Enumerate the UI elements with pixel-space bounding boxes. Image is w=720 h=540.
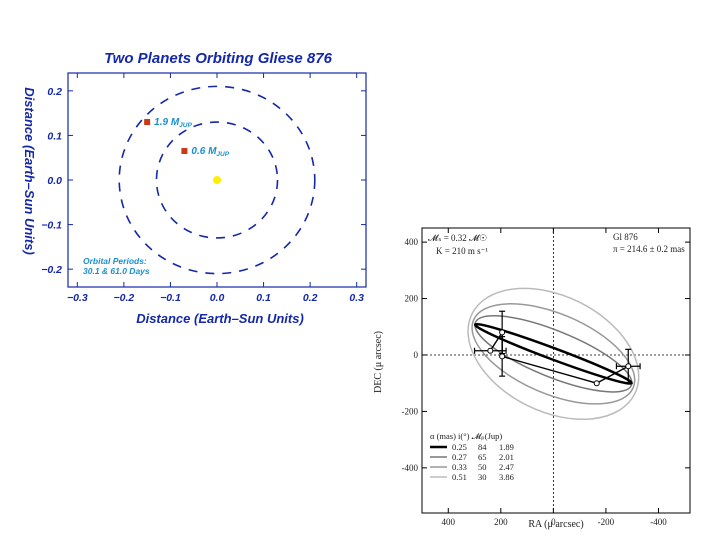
planet-mass-subscript: JUP bbox=[179, 122, 192, 129]
left-chart-title: Two Planets Orbiting Gliese 876 bbox=[104, 50, 332, 67]
data-point bbox=[593, 380, 600, 387]
orbit-inner bbox=[155, 121, 279, 239]
header-stellar-mass: 𝓜ₛ = 0.32 𝓜☉ bbox=[428, 233, 487, 243]
orbit-ellipse-i65 bbox=[474, 314, 633, 393]
right-data-points-group bbox=[473, 310, 641, 387]
planet-point bbox=[144, 119, 151, 126]
right-y-axis-label: DEC (μ arcsec) bbox=[373, 331, 384, 393]
left-y-tick-label: −0.2 bbox=[41, 264, 62, 276]
orbital-periods-note-line-2: 30.1 & 61.0 Days bbox=[83, 266, 150, 276]
planet-point bbox=[181, 148, 188, 155]
left-x-tick-label: 0.1 bbox=[256, 292, 271, 304]
legend-alpha: 0.51 bbox=[452, 472, 467, 482]
right-x-tick-label: 400 bbox=[442, 517, 456, 527]
left-y-tick-label: 0.1 bbox=[47, 130, 62, 142]
right-ticks-group: 400 200 0 -200 -400 400 200 0 -200 -400 bbox=[402, 228, 690, 527]
right-legend: 0.25 84 1.89 0.27 65 2.01 0.33 50 2.47 0.51 30 3.86 bbox=[430, 442, 514, 482]
legend-mass: 2.47 bbox=[499, 462, 514, 472]
legend-mass: 3.86 bbox=[499, 472, 514, 482]
right-plot-frame bbox=[421, 227, 691, 514]
right-x-tick-label: 200 bbox=[494, 517, 508, 527]
legend-inclination: 30 bbox=[478, 472, 487, 482]
star-point bbox=[213, 176, 221, 184]
right-y-tick-label: 0 bbox=[414, 350, 419, 360]
planet-mass-subscript: JUP bbox=[216, 151, 229, 158]
legend-inclination: 84 bbox=[478, 442, 487, 452]
orbit-outer bbox=[118, 85, 316, 275]
planet-mass-label: 1.9 MJUP bbox=[154, 117, 192, 129]
left-x-axis-label: Distance (Earth–Sun Units) bbox=[136, 311, 304, 326]
right-y-tick-label: 400 bbox=[405, 237, 419, 247]
data-point bbox=[625, 363, 632, 370]
legend-mass: 1.89 bbox=[499, 442, 514, 452]
right-y-tick-label: -400 bbox=[402, 463, 419, 473]
left-x-tick-label: 0.2 bbox=[303, 292, 318, 304]
legend-alpha: 0.27 bbox=[452, 452, 467, 462]
orbital-periods-note-line-1: Orbital Periods: bbox=[83, 256, 147, 266]
legend-alpha: 0.33 bbox=[452, 462, 467, 472]
right-y-tick-label: -200 bbox=[402, 406, 419, 416]
right-x-tick-label: -400 bbox=[650, 517, 667, 527]
data-point bbox=[499, 353, 506, 360]
left-x-tick-label: −0.2 bbox=[114, 292, 135, 304]
right-ellipses-group bbox=[467, 287, 640, 421]
left-ticks-group: −0.3 −0.2 −0.1 0.0 0.1 0.2 0.3 0.2 0.1 0.0 −0.1 −0.… bbox=[41, 73, 366, 304]
left-y-tick-label: 0.2 bbox=[47, 86, 62, 98]
legend-inclination: 50 bbox=[478, 462, 487, 472]
legend-inclination: 65 bbox=[478, 452, 487, 462]
left-x-tick-label: −0.1 bbox=[160, 292, 181, 304]
left-y-axis-label: Distance (Earth–Sun Units) bbox=[22, 87, 37, 255]
right-astrometry-chart: 400 200 0 -200 -400 400 200 0 -200 -400 𝓜ₛ = 0.32… bbox=[373, 227, 691, 530]
left-y-tick-label: 0.0 bbox=[47, 175, 62, 187]
legend-alpha: 0.25 bbox=[452, 442, 467, 452]
left-orbits-group bbox=[118, 85, 316, 275]
right-x-axis-label: RA (μ arcsec) bbox=[528, 519, 583, 530]
header-star-name: Gl 876 bbox=[613, 232, 638, 242]
right-x-tick-label: -200 bbox=[598, 517, 615, 527]
left-x-tick-label: 0.0 bbox=[210, 292, 225, 304]
planet-mass-label: 0.6 MJUP bbox=[191, 146, 229, 158]
legend-mass: 2.01 bbox=[499, 452, 514, 462]
left-x-tick-label: −0.3 bbox=[67, 292, 88, 304]
header-velocity-k: K = 210 m s⁻¹ bbox=[436, 246, 488, 256]
orbit-ellipse-i30 bbox=[467, 287, 640, 421]
left-y-tick-label: −0.1 bbox=[41, 220, 62, 232]
data-point bbox=[487, 347, 494, 354]
header-parallax: π = 214.6 ± 0.2 mas bbox=[613, 244, 685, 254]
orbit-ellipse-i84 bbox=[473, 322, 633, 385]
left-orbit-chart: Two Planets Orbiting Gliese 876 −0.3 −0.2… bbox=[22, 50, 367, 326]
orbit-ellipse-i50 bbox=[471, 303, 636, 405]
right-x-tick-label: 0 bbox=[551, 517, 556, 527]
legend-header: α (mas) i(°) 𝓜ₚ(Jup) bbox=[430, 431, 502, 441]
data-point bbox=[499, 329, 506, 336]
left-x-tick-label: 0.3 bbox=[349, 292, 364, 304]
right-y-tick-label: 200 bbox=[405, 294, 419, 304]
